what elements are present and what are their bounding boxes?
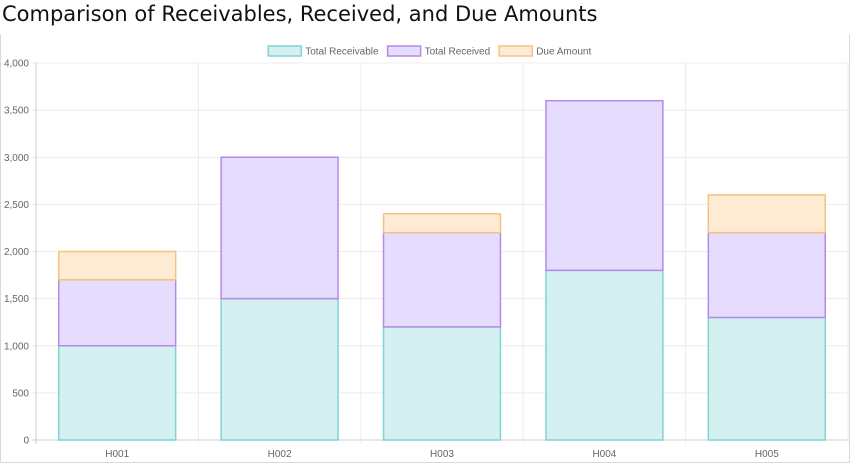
x-tick-label: H003 xyxy=(430,449,454,460)
bar-due-amount[interactable] xyxy=(382,213,502,234)
y-tick-label: 0 xyxy=(23,436,29,447)
bars xyxy=(57,99,827,441)
legend-item[interactable]: Total Received xyxy=(386,45,491,58)
bar-total-received[interactable] xyxy=(57,279,177,347)
y-tick-label: 2,500 xyxy=(4,200,29,211)
legend-swatch xyxy=(498,45,533,57)
x-tick-label: H005 xyxy=(755,449,779,460)
legend-swatch xyxy=(386,45,422,57)
bar-due-amount[interactable] xyxy=(707,194,827,234)
x-tick-label: H004 xyxy=(592,449,616,460)
y-tick-label: 3,000 xyxy=(4,153,29,164)
bar-total-received[interactable] xyxy=(382,231,502,328)
page-title: Comparison of Receivables, Received, and… xyxy=(2,2,598,26)
bar-total-received[interactable] xyxy=(220,156,339,300)
legend: Total Receivable Total Received Due Amount xyxy=(267,45,591,58)
bar-total-receivable[interactable] xyxy=(382,326,502,441)
bar-total-receivable[interactable] xyxy=(220,297,339,441)
stacked-bar-chart: Total Receivable Total Received Due Amount… xyxy=(4,45,849,460)
y-tick-label: 2,000 xyxy=(4,247,29,258)
bar-total-receivable[interactable] xyxy=(57,345,177,441)
y-tick-label: 500 xyxy=(12,388,29,399)
y-tick-label: 4,000 xyxy=(4,59,29,70)
x-tick-label: H001 xyxy=(105,449,129,460)
bar-total-receivable[interactable] xyxy=(707,316,827,441)
bar-total-receivable[interactable] xyxy=(545,269,664,441)
chart-area: Total Receivable Total Received Due Amount… xyxy=(0,34,850,463)
x-axis: H001 H002 H003 H004 H005 xyxy=(105,449,779,460)
legend-item[interactable]: Due Amount xyxy=(498,45,591,58)
legend-swatch xyxy=(267,45,302,57)
bar-total-received[interactable] xyxy=(545,99,664,272)
y-axis: 0 500 1,000 1,500 2,000 2,500 3,000 3,500 4,000 xyxy=(4,59,29,447)
y-tick-label: 3,500 xyxy=(4,106,29,117)
legend-label: Due Amount xyxy=(536,47,591,58)
bar-due-amount[interactable] xyxy=(57,250,177,281)
legend-label: Total Received xyxy=(425,47,491,58)
bar-total-received[interactable] xyxy=(707,231,827,319)
x-tick-label: H002 xyxy=(268,449,292,460)
legend-label: Total Receivable xyxy=(305,47,379,58)
y-tick-label: 1,000 xyxy=(4,341,29,352)
legend-item[interactable]: Total Receivable xyxy=(267,45,379,58)
y-tick-label: 1,500 xyxy=(4,294,29,305)
